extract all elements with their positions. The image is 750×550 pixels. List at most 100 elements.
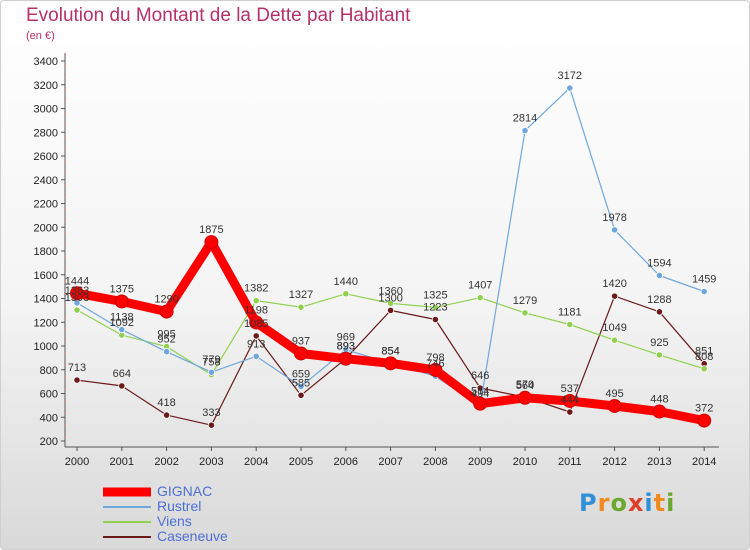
- data-label-rustrel: 1138: [110, 312, 134, 324]
- data-point-viens: [73, 306, 81, 314]
- data-label-viens: 1303: [65, 292, 89, 304]
- data-point-viens: [386, 299, 395, 307]
- data-point-caseneuve: [386, 306, 395, 314]
- data-label-caseneuve: 585: [292, 377, 310, 389]
- y-tick-label: 2400: [34, 175, 58, 187]
- x-tick-label: 2000: [65, 456, 89, 468]
- data-point-rustrel: [700, 287, 708, 296]
- data-labels-layer: 713 664 418 333 1085 585 893 1300 1223 646 570 444 1…: [65, 70, 717, 419]
- x-tick-label: 2012: [602, 456, 626, 468]
- data-label-caseneuve: 1420: [602, 278, 626, 290]
- data-label-gignac: 514: [471, 386, 489, 398]
- data-point-caseneuve: [73, 376, 81, 384]
- logo-letter: P: [579, 489, 598, 517]
- y-tick-label: 2200: [34, 199, 58, 211]
- data-label-viens: 1181: [558, 307, 582, 319]
- y-tick-label: 1800: [34, 246, 58, 258]
- data-label-gignac: 798: [426, 352, 444, 364]
- data-point-rustrel: [118, 326, 126, 334]
- data-point-viens: [342, 290, 350, 298]
- data-point-viens: [476, 294, 484, 302]
- data-label-rustrel: 659: [292, 368, 310, 380]
- data-point-viens: [700, 365, 708, 373]
- data-point-gignac: [697, 413, 712, 428]
- data-point-caseneuve: [610, 292, 619, 300]
- y-tick-label: 1200: [34, 317, 58, 329]
- data-label-viens: 1360: [378, 285, 402, 297]
- data-label-caseneuve: 851: [695, 346, 713, 358]
- data-label-caseneuve: 1300: [378, 292, 402, 304]
- legend-label: Viens: [157, 513, 192, 529]
- data-label-gignac: 1375: [110, 283, 134, 295]
- data-label-rustrel: 854: [381, 345, 399, 357]
- proxiti-logo: Proxiti: [579, 489, 675, 517]
- data-point-gignac: [70, 286, 84, 301]
- data-point-caseneuve: [297, 391, 305, 399]
- x-tick-label: 2005: [289, 456, 313, 468]
- data-label-viens: 1325: [423, 289, 447, 301]
- data-point-rustrel: [207, 368, 215, 376]
- data-label-gignac: 1444: [65, 275, 89, 287]
- data-point-viens: [655, 351, 664, 359]
- data-point-gignac: [204, 235, 219, 250]
- data-point-gignac: [249, 315, 264, 330]
- data-point-rustrel: [610, 226, 619, 234]
- y-tick-label: 2600: [34, 151, 58, 163]
- data-label-caseneuve: 664: [113, 368, 131, 380]
- data-label-rustrel: 913: [247, 338, 265, 350]
- data-label-caseneuve: 713: [68, 362, 86, 374]
- legend-swatch-rustrel: [103, 506, 151, 508]
- data-point-rustrel: [521, 126, 529, 135]
- data-point-rustrel: [252, 352, 260, 360]
- data-label-rustrel: 2814: [513, 113, 537, 125]
- data-label-rustrel: 969: [337, 332, 355, 344]
- data-label-rustrel: 494: [471, 388, 489, 400]
- data-point-gignac: [114, 294, 129, 309]
- logo-letter: t: [653, 489, 667, 517]
- data-label-rustrel: 3172: [558, 70, 582, 82]
- data-label-rustrel: 1459: [692, 273, 716, 285]
- chart-title: Evolution du Montant de la Dette par Hab…: [26, 5, 411, 26]
- data-label-viens: 925: [650, 337, 668, 349]
- y-tick-label: 3000: [34, 104, 58, 116]
- x-tick-label: 2004: [244, 456, 268, 468]
- data-point-gignac: [518, 390, 532, 405]
- data-label-viens: 1382: [244, 283, 268, 295]
- data-label-rustrel: 1363: [65, 285, 89, 297]
- data-point-caseneuve: [566, 408, 574, 416]
- legend-swatch-gignac: [103, 487, 151, 497]
- x-tick-label: 2010: [513, 456, 537, 468]
- data-label-gignac: 537: [561, 383, 579, 395]
- data-label-gignac: 1875: [199, 224, 223, 236]
- data-point-rustrel: [566, 84, 574, 92]
- data-point-rustrel: [163, 348, 171, 356]
- y-tick-label: 2000: [34, 222, 58, 234]
- data-point-viens: [566, 320, 574, 329]
- y-tick-label: 400: [40, 412, 58, 424]
- data-point-caseneuve: [163, 411, 171, 419]
- y-tick-label: 1400: [34, 294, 58, 306]
- data-label-caseneuve: 444: [561, 394, 579, 406]
- data-label-gignac: 1290: [154, 294, 178, 306]
- data-point-viens: [610, 336, 619, 344]
- x-tick-label: 2003: [199, 456, 223, 468]
- data-label-caseneuve: 418: [157, 397, 175, 409]
- y-tick-label: 200: [40, 436, 58, 448]
- data-point-gignac: [338, 351, 353, 366]
- data-label-viens: 995: [157, 329, 175, 341]
- y-tick-label: 600: [40, 389, 58, 401]
- data-label-gignac: 448: [650, 394, 668, 406]
- x-tick-label: 2011: [558, 456, 582, 468]
- y-tick-label: 800: [40, 365, 58, 377]
- chart-axes: 200 400 600 800 1000 1200 1400 1600 1800 2000 2200…: [34, 53, 719, 468]
- data-label-caseneuve: 1223: [423, 302, 447, 314]
- y-tick-label: 1000: [34, 341, 58, 353]
- data-label-caseneuve: 646: [471, 370, 489, 382]
- data-point-gignac: [294, 346, 308, 361]
- data-point-rustrel: [655, 271, 664, 280]
- data-label-caseneuve: 1085: [244, 318, 268, 330]
- data-label-viens: 1049: [602, 322, 626, 334]
- data-label-caseneuve: 333: [202, 407, 220, 419]
- data-point-gignac: [383, 356, 398, 371]
